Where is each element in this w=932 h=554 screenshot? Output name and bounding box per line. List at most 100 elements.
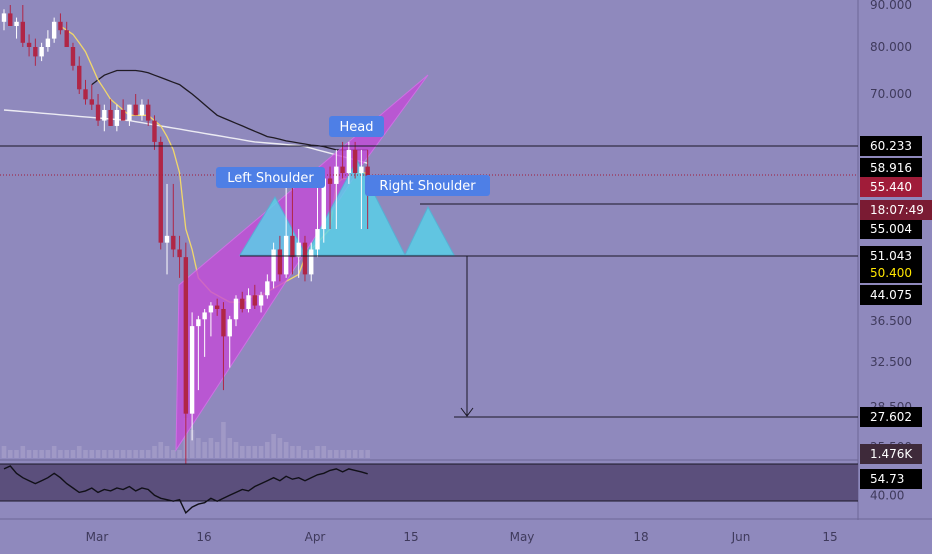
volume-bar <box>152 446 157 458</box>
right-shoulder-label-text: Right Shoulder <box>379 179 476 194</box>
right-shoulder-triangle <box>404 205 455 256</box>
wedge-channel <box>175 74 429 452</box>
level-badge: 44.075 <box>870 288 912 302</box>
volume-bar <box>1 446 7 458</box>
rising-wedge <box>175 74 429 452</box>
right-shoulder-label-bg <box>365 175 490 196</box>
volume-bar <box>189 430 195 458</box>
head-triangle <box>305 158 406 256</box>
volume-bar <box>296 446 301 458</box>
time-tick-label: 16 <box>196 530 211 544</box>
volume-bar <box>45 450 51 458</box>
candle-body <box>277 249 283 275</box>
candle-body <box>95 104 101 121</box>
left-shoulder-label-text: Left Shoulder <box>227 171 314 186</box>
volume-bar <box>308 450 314 458</box>
candle-body <box>252 295 257 306</box>
rsi-panel <box>0 463 858 515</box>
volume-bar <box>196 438 201 458</box>
candle-body <box>309 249 314 275</box>
volume-bar <box>114 450 120 458</box>
volume-bar <box>221 422 226 458</box>
candle-body <box>321 178 326 230</box>
time-axis: Mar 16 Apr 15 May 18 Jun 15 <box>86 530 838 544</box>
level-badge-bg <box>860 407 922 427</box>
rsi-band <box>0 464 858 501</box>
level-badge-bg <box>860 219 922 239</box>
volume-bar <box>202 442 207 458</box>
candle-body <box>33 47 38 57</box>
candle-body <box>202 312 207 320</box>
volume-bar <box>283 442 289 458</box>
candle-body <box>146 104 151 121</box>
level-badge-bg <box>860 246 922 266</box>
candle-body <box>127 104 132 121</box>
volume-bar <box>14 450 19 458</box>
candle-body <box>20 21 26 43</box>
head-and-shoulders-triangles <box>239 158 455 256</box>
candle-body <box>8 13 13 26</box>
volume-bar <box>359 450 364 458</box>
candle-body <box>120 109 126 121</box>
candle-body <box>89 99 94 105</box>
left-shoulder-label-bg <box>216 167 325 188</box>
volume-bar <box>227 438 233 458</box>
candle-body <box>346 149 352 174</box>
annotations: Head Left Shoulder Right Shoulder <box>216 116 490 196</box>
volume-bar <box>64 450 69 458</box>
candle-body <box>164 235 170 243</box>
candle-body <box>102 109 107 121</box>
rsi-badge: 54.73 <box>870 472 904 486</box>
candle-body <box>133 104 138 116</box>
volume-bar <box>89 450 95 458</box>
candle-body <box>359 166 364 174</box>
candle-body <box>114 109 120 126</box>
candle-body <box>177 249 182 258</box>
volume-bar <box>170 450 176 458</box>
volume-bar <box>139 450 145 458</box>
volume-bar <box>365 450 370 458</box>
level-badge-bg <box>860 263 922 283</box>
candle-body <box>302 242 308 275</box>
candle-body <box>246 295 251 309</box>
candle-body <box>39 47 44 57</box>
candle-body <box>340 166 345 174</box>
level-badge: 60.233 <box>870 139 912 153</box>
price-tick-label: 36.500 <box>870 314 912 328</box>
volume-bar <box>51 446 57 458</box>
candle-body <box>271 249 276 282</box>
ma-slow-line <box>3 109 368 164</box>
volume-bar <box>95 450 101 458</box>
candle-body <box>64 30 69 47</box>
candle-body <box>221 308 226 337</box>
candle-body <box>158 141 163 243</box>
head-label-bg <box>329 116 384 137</box>
candle-body <box>70 47 76 66</box>
candle-body <box>296 242 301 258</box>
candle-body <box>258 295 264 306</box>
current-price-badge: 55.440 <box>870 180 912 194</box>
level-badge-bg <box>860 285 922 305</box>
candle-body <box>352 149 358 174</box>
volume-bar <box>39 450 44 458</box>
volume-bar <box>70 450 76 458</box>
price-axis: 90.00080.00070.00036.50032.50028.50025.5… <box>860 0 932 502</box>
candle-body <box>189 326 195 414</box>
candle-body <box>77 65 82 90</box>
volume-bar <box>334 450 339 458</box>
price-tick-label: 70.000 <box>870 87 912 101</box>
time-tick-label: 15 <box>403 530 418 544</box>
candle-body <box>233 298 239 320</box>
level-badge: 27.602 <box>870 410 912 424</box>
candle-body <box>290 235 295 258</box>
volume-bar <box>302 450 308 458</box>
candle-body <box>171 235 176 250</box>
countdown-badge: 18:07:49 <box>870 203 924 217</box>
volume-bar <box>33 450 38 458</box>
rsi-line <box>3 465 368 515</box>
volume-bar <box>145 450 151 458</box>
